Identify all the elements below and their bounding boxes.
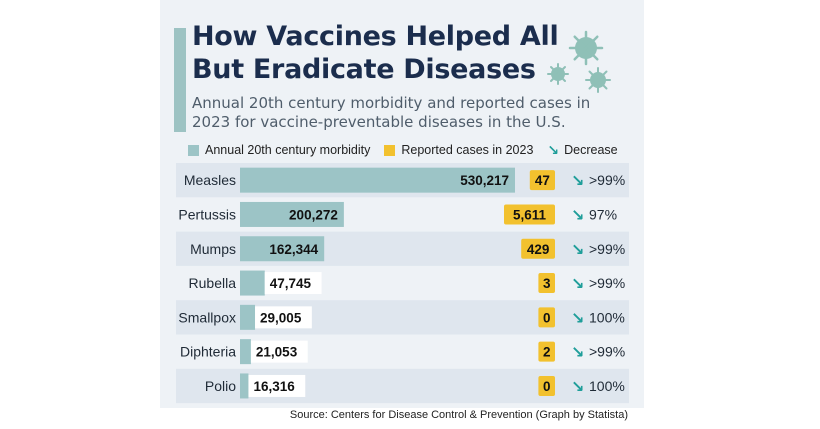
arrow-down-right-icon: ↘ bbox=[571, 377, 584, 396]
legend-item-decrease: ↘ Decrease bbox=[547, 142, 617, 159]
reported-badge bbox=[538, 341, 555, 362]
decrease-label: 97% bbox=[589, 206, 617, 222]
virus-icon-small-right bbox=[585, 67, 611, 93]
decrease-label: >99% bbox=[589, 241, 625, 257]
reported-value-label: 3 bbox=[543, 276, 551, 291]
reported-value-label: 2 bbox=[543, 345, 551, 360]
legend-label-reported: Reported cases in 2023 bbox=[401, 143, 534, 157]
arrow-down-right-icon: ↘ bbox=[571, 274, 584, 293]
category-label: Pertussis bbox=[178, 206, 236, 222]
morbidity-bar bbox=[240, 270, 265, 296]
category-label: Polio bbox=[205, 378, 236, 394]
reported-badge bbox=[538, 375, 555, 396]
category-label: Rubella bbox=[189, 275, 237, 291]
reported-badge bbox=[529, 170, 555, 191]
chart-subtitle: Annual 20th century morbidity and report… bbox=[192, 94, 591, 131]
category-label: Measles bbox=[184, 172, 236, 188]
morbidity-bar bbox=[240, 167, 515, 193]
reported-badge bbox=[538, 273, 555, 294]
reported-value-label: 5,611 bbox=[513, 207, 547, 222]
reported-value-label: 0 bbox=[543, 379, 551, 394]
morbidity-label-bg bbox=[264, 272, 322, 295]
morbidity-label-bg bbox=[255, 306, 312, 329]
morbidity-label-bg bbox=[250, 340, 308, 363]
reported-badge bbox=[538, 307, 555, 328]
chart-title: How Vaccines Helped All But Eradicate Di… bbox=[192, 21, 559, 85]
category-label: Mumps bbox=[190, 241, 236, 257]
decrease-label: >99% bbox=[589, 344, 625, 360]
title-accent-bar bbox=[174, 28, 186, 132]
legend-swatch-morbidity bbox=[188, 144, 199, 156]
reported-badge bbox=[504, 204, 555, 225]
decrease-label: 100% bbox=[589, 378, 625, 394]
arrow-down-right-icon: ↘ bbox=[571, 171, 584, 190]
legend: Annual 20th century morbidity Reported c… bbox=[188, 142, 632, 158]
decrease-label: 100% bbox=[589, 309, 625, 325]
category-label: Smallpox bbox=[178, 309, 236, 325]
virus-icon bbox=[547, 30, 611, 93]
morbidity-bar bbox=[240, 373, 249, 399]
decrease-label: >99% bbox=[589, 172, 625, 188]
legend-item-reported: Reported cases in 2023 bbox=[384, 143, 533, 157]
morbidity-bar bbox=[240, 339, 251, 365]
morbidity-label-bg bbox=[248, 374, 306, 397]
morbidity-value-label: 16,316 bbox=[253, 379, 295, 394]
category-label: Diphteria bbox=[180, 344, 236, 360]
morbidity-bar bbox=[240, 304, 256, 330]
morbidity-bar bbox=[240, 236, 325, 262]
arrow-down-right-icon: ↘ bbox=[547, 141, 560, 158]
decrease-label: >99% bbox=[589, 275, 625, 291]
morbidity-bar bbox=[240, 201, 344, 227]
morbidity-value-label: 21,053 bbox=[256, 345, 298, 360]
arrow-down-right-icon: ↘ bbox=[571, 240, 584, 259]
morbidity-value-label: 29,005 bbox=[260, 310, 302, 325]
source-note: Source: Centers for Disease Control & Pr… bbox=[289, 409, 628, 421]
morbidity-value-label: 162,344 bbox=[269, 242, 318, 257]
reported-value-label: 429 bbox=[527, 242, 550, 257]
morbidity-value-label: 47,745 bbox=[270, 276, 312, 291]
morbidity-value-label: 530,217 bbox=[460, 173, 509, 188]
reported-value-label: 0 bbox=[543, 310, 551, 325]
reported-badge bbox=[521, 238, 555, 259]
arrow-down-right-icon: ↘ bbox=[571, 205, 584, 224]
legend-swatch-reported bbox=[384, 144, 396, 156]
reported-value-label: 47 bbox=[535, 173, 550, 188]
arrow-down-right-icon: ↘ bbox=[571, 343, 584, 362]
arrow-down-right-icon: ↘ bbox=[571, 308, 584, 327]
legend-label-morbidity: Annual 20th century morbidity bbox=[205, 143, 371, 157]
virus-icon-large bbox=[568, 30, 604, 66]
morbidity-value-label: 200,272 bbox=[289, 207, 338, 222]
legend-item-morbidity: Annual 20th century morbidity bbox=[188, 143, 370, 157]
legend-label-decrease: Decrease bbox=[564, 143, 618, 157]
virus-icon-small-left bbox=[547, 63, 569, 85]
